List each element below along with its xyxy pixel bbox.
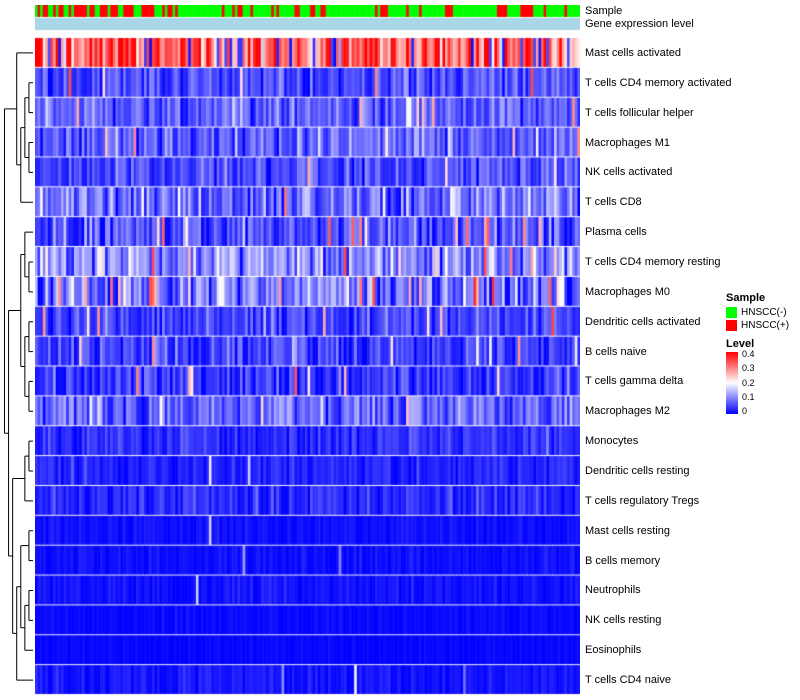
row-label: Plasma cells <box>585 226 647 239</box>
row-label: NK cells resting <box>585 614 662 627</box>
legend-item-hnscc-positive: HNSCC(+) <box>726 319 798 331</box>
row-label: Monocytes <box>585 435 639 448</box>
row-label: NK cells activated <box>585 166 673 179</box>
level-tick: 0 <box>742 406 748 416</box>
legend-level-title: Level <box>726 338 755 350</box>
level-tick: 0.1 <box>742 391 755 402</box>
legend-sample-title: Sample <box>726 292 766 304</box>
level-colorbar: 0.4 0.3 0.2 0.1 0 <box>726 350 798 416</box>
row-label: T cells CD4 naive <box>585 674 671 687</box>
row-label: Macrophages M2 <box>585 405 670 418</box>
dendrogram-lines <box>4 52 33 681</box>
row-label: T cells CD4 memory resting <box>585 255 721 268</box>
hnscc-negative-label: HNSCC(-) <box>741 306 787 318</box>
row-label: Eosinophils <box>585 644 642 657</box>
row-label: T cells CD4 memory activated <box>585 76 732 89</box>
level-tick: 0.4 <box>742 349 755 359</box>
row-label: B cells naive <box>585 345 647 358</box>
hnscc-positive-swatch <box>726 319 737 331</box>
gene-expression-annotation-label: Gene expression level <box>585 18 694 30</box>
level-gradient-bar <box>726 352 738 414</box>
row-label: T cells regulatory Tregs <box>585 494 700 507</box>
hnscc-positive-label: HNSCC(+) <box>741 319 790 331</box>
row-label: T cells gamma delta <box>585 375 684 388</box>
row-label: Mast cells resting <box>585 524 670 537</box>
row-label: T cells follicular helper <box>585 106 694 119</box>
row-dendrogram <box>4 52 33 681</box>
row-label: B cells memory <box>585 554 661 567</box>
row-label: T cells CD8 <box>585 196 642 209</box>
level-tick: 0.3 <box>742 363 755 374</box>
hnscc-negative-swatch <box>726 306 737 318</box>
sample-annotation-label: Sample <box>585 5 623 17</box>
row-label: Mast cells activated <box>585 46 681 59</box>
legend-item-hnscc-negative: HNSCC(-) <box>726 306 798 318</box>
row-label: Dendritic cells activated <box>585 315 701 328</box>
row-label: Macrophages M1 <box>585 136 670 149</box>
heatmap-canvas <box>35 5 580 695</box>
row-label: Macrophages M0 <box>585 285 670 298</box>
level-tick-labels: 0.4 0.3 0.2 0.1 0 <box>742 350 755 416</box>
row-label: Neutrophils <box>585 584 641 597</box>
level-tick: 0.2 <box>742 377 755 388</box>
legend: Sample HNSCC(-) HNSCC(+) Level 0.4 0.3 0… <box>726 292 798 416</box>
row-label: Dendritic cells resting <box>585 465 690 478</box>
